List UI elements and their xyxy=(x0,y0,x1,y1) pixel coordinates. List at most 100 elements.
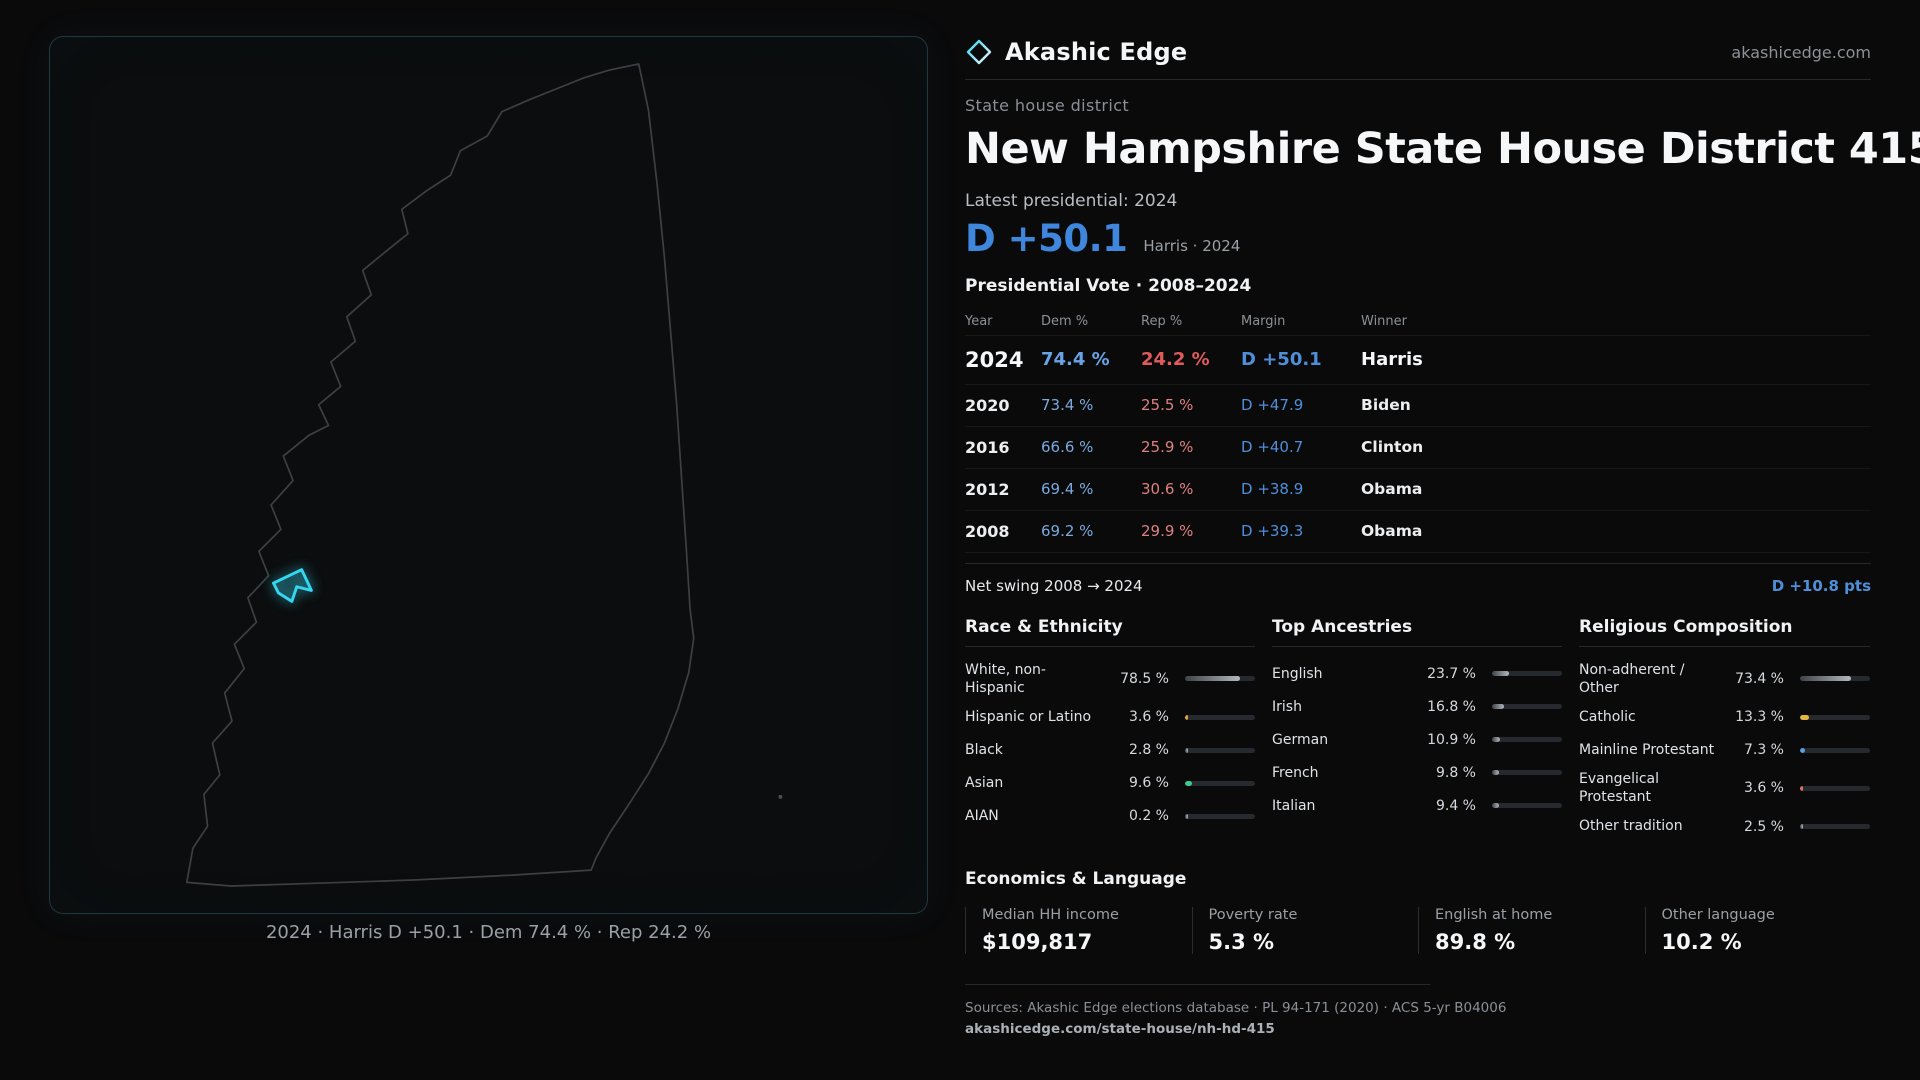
net-swing-row: Net swing 2008 → 2024 D +10.8 pts xyxy=(965,577,1871,595)
demo-label: Hispanic or Latino xyxy=(965,709,1092,726)
demo-label: Other tradition xyxy=(1579,818,1683,835)
year-cell: 2024 xyxy=(965,347,1024,372)
religion-column: Religious Composition Non-adherent / Oth… xyxy=(1579,617,1870,847)
demo-value: 0.2 % xyxy=(1128,808,1169,825)
demo-value: 7.3 % xyxy=(1743,742,1784,759)
headline-margin-value: D +50.1 xyxy=(965,216,1128,260)
demo-label: Italian xyxy=(1272,797,1316,814)
page-title: New Hampshire State House District 415 xyxy=(965,124,1920,174)
demo-label: English xyxy=(1272,665,1323,682)
net-swing-value: D +10.8 pts xyxy=(1771,576,1871,595)
header-divider xyxy=(965,79,1871,80)
list-item: Catholic 13.3 % xyxy=(1579,704,1870,730)
table-row: 2008 69.2 % 29.9 % D +39.3 Obama xyxy=(965,511,1871,553)
winner-cell: Harris xyxy=(1361,349,1423,371)
table-row: 2024 74.4 % 24.2 % D +50.1 Harris xyxy=(965,336,1871,385)
rep-cell: 25.9 % xyxy=(1141,438,1194,457)
stat-value: 89.8 % xyxy=(1435,929,1516,954)
margin-cell: D +50.1 xyxy=(1241,349,1322,371)
table-header-row: Year Dem % Rep % Margin Winner xyxy=(965,308,1871,336)
kicker-label: State house district xyxy=(965,96,1130,115)
list-item: Asian 9.6 % xyxy=(965,770,1255,796)
list-item: Mainline Protestant 7.3 % xyxy=(1579,737,1870,763)
table-row: 2020 73.4 % 25.5 % D +47.9 Biden xyxy=(965,385,1871,427)
demo-value: 2.8 % xyxy=(1128,742,1169,759)
demo-bar xyxy=(1492,770,1562,776)
year-cell: 2008 xyxy=(965,521,1010,541)
winner-cell: Clinton xyxy=(1361,438,1424,457)
demo-bar xyxy=(1185,676,1255,682)
stat-median-income: Median HH income $109,817 xyxy=(965,906,1192,954)
demo-bar xyxy=(1800,824,1870,829)
demo-label: Mainline Protestant xyxy=(1579,742,1715,759)
stat-value: 10.2 % xyxy=(1661,929,1742,954)
report-panel: Akashic Edge akashicedge.com State house… xyxy=(965,0,1920,1080)
demo-label: Evangelical Protestant xyxy=(1579,771,1660,806)
dem-cell: 69.4 % xyxy=(1041,480,1094,499)
demo-label: Black xyxy=(965,742,1003,759)
demo-bar xyxy=(1800,785,1870,791)
demo-bar xyxy=(1185,747,1255,753)
rep-cell: 24.2 % xyxy=(1141,349,1210,371)
demo-bar xyxy=(1492,803,1562,809)
list-item: German 10.9 % xyxy=(1272,727,1562,753)
demo-label: Non-adherent / Other xyxy=(1579,661,1685,696)
demo-bar xyxy=(1185,813,1255,819)
list-item: French 9.8 % xyxy=(1272,760,1562,786)
column-title: Top Ancestries xyxy=(1272,617,1562,647)
demo-value: 73.4 % xyxy=(1735,670,1784,687)
year-cell: 2016 xyxy=(965,437,1010,457)
demo-value: 9.4 % xyxy=(1435,797,1476,814)
headline-margin-sub: Harris · 2024 xyxy=(1143,236,1241,255)
section-divider xyxy=(965,562,1871,564)
demo-label: French xyxy=(1272,764,1319,781)
economics-stats: Median HH income $109,817 Poverty rate 5… xyxy=(965,906,1871,954)
list-item: AIAN 0.2 % xyxy=(965,803,1255,829)
district-highlight-shape xyxy=(272,568,313,603)
presidential-vote-table: Year Dem % Rep % Margin Winner 2024 74.4… xyxy=(965,308,1871,553)
year-cell: 2012 xyxy=(965,479,1010,499)
list-item: Black 2.8 % xyxy=(965,737,1255,763)
column-title: Race & Ethnicity xyxy=(965,617,1255,647)
district-map-panel xyxy=(49,36,928,914)
brand-domain-link[interactable]: akashicedge.com xyxy=(1731,42,1871,62)
isles-of-shoals-dot xyxy=(778,794,783,799)
footer-divider xyxy=(965,983,1430,985)
race-ethnicity-column: Race & Ethnicity White, non-Hispanic 78.… xyxy=(965,617,1255,847)
stat-label: Poverty rate xyxy=(1208,906,1298,923)
stat-label: Median HH income xyxy=(982,906,1119,923)
col-header-winner: Winner xyxy=(1361,313,1408,329)
footer-url-link[interactable]: akashicedge.com/state-house/nh-hd-415 xyxy=(965,1020,1275,1037)
demo-value: 3.6 % xyxy=(1743,780,1784,797)
col-header-rep: Rep % xyxy=(1141,313,1183,329)
demo-bar xyxy=(1492,737,1562,743)
demo-value: 9.6 % xyxy=(1128,775,1169,792)
col-header-margin: Margin xyxy=(1241,313,1286,329)
ancestries-column: Top Ancestries English 23.7 % Irish 16.8… xyxy=(1272,617,1562,847)
sources-text: Sources: Akashic Edge elections database… xyxy=(965,999,1507,1016)
headline-margin-row: D +50.1 Harris · 2024 xyxy=(965,217,1871,260)
column-title: Religious Composition xyxy=(1579,617,1870,647)
demo-value: 3.6 % xyxy=(1128,709,1169,726)
dem-cell: 73.4 % xyxy=(1041,396,1094,415)
demo-label: German xyxy=(1272,731,1329,748)
demo-value: 16.8 % xyxy=(1427,698,1476,715)
stat-poverty-rate: Poverty rate 5.3 % xyxy=(1191,906,1419,954)
margin-cell: D +40.7 xyxy=(1241,438,1304,457)
demo-value: 2.5 % xyxy=(1743,818,1784,835)
demo-label: Asian xyxy=(965,775,1004,792)
list-item: Evangelical Protestant 3.6 % xyxy=(1579,770,1870,806)
demo-bar xyxy=(1800,714,1870,720)
demo-bar xyxy=(1800,676,1870,682)
stat-value: 5.3 % xyxy=(1208,929,1275,954)
demo-bar xyxy=(1185,714,1255,720)
demo-label: White, non-Hispanic xyxy=(965,661,1046,696)
dem-cell: 74.4 % xyxy=(1041,349,1110,371)
col-header-dem: Dem % xyxy=(1041,313,1089,329)
demo-value: 10.9 % xyxy=(1427,731,1476,748)
demo-label: AIAN xyxy=(965,808,999,825)
list-item: Other tradition 2.5 % xyxy=(1579,814,1870,840)
table-row: 2012 69.4 % 30.6 % D +38.9 Obama xyxy=(965,469,1871,511)
stat-label: Other language xyxy=(1661,906,1775,923)
